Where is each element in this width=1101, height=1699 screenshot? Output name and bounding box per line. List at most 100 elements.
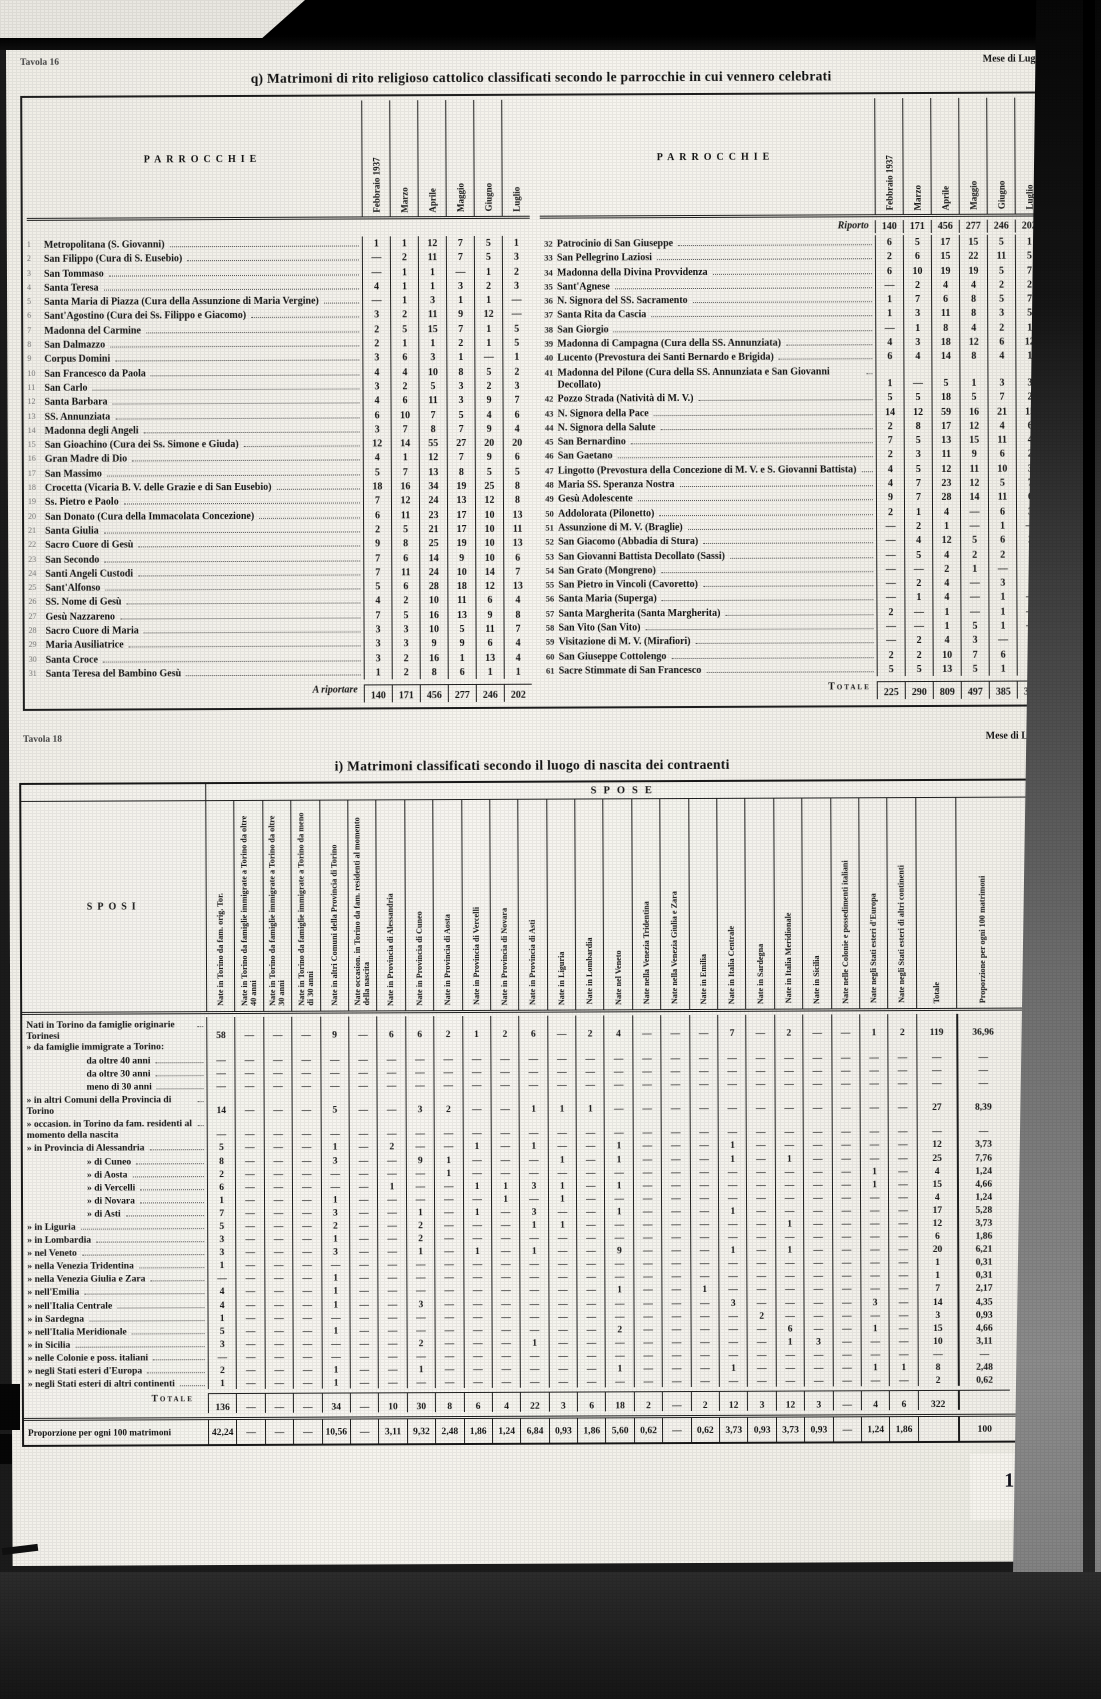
cell-value: — bbox=[377, 1165, 406, 1180]
cell-value: 1 bbox=[446, 293, 475, 308]
dot-leader bbox=[197, 1017, 204, 1028]
dot-leader bbox=[115, 350, 360, 362]
parish-name-cell: Lucento (Prevostura dei Santi Bernardo e… bbox=[557, 349, 875, 366]
cell-value: — bbox=[349, 1270, 378, 1284]
cell-value: — bbox=[831, 1255, 861, 1269]
cell-value: — bbox=[718, 1347, 748, 1361]
cell-value: — bbox=[690, 1347, 719, 1362]
cell-value: 3 bbox=[803, 1334, 833, 1348]
row-label: Proporzione per ogni 100 matrimoni bbox=[28, 1426, 172, 1438]
cell-value: — bbox=[361, 250, 390, 266]
table-q-title: q) Matrimoni di rito religioso cattolico… bbox=[250, 68, 832, 86]
parish-name-cell: Santa Croce bbox=[46, 651, 364, 667]
cell-value: — bbox=[632, 1151, 662, 1165]
cell-value: 4 bbox=[362, 364, 391, 380]
cell-value: 34 bbox=[418, 479, 447, 494]
row-number: 34 bbox=[544, 267, 553, 278]
dot-leader bbox=[706, 662, 874, 673]
cell-value: 13 bbox=[503, 578, 532, 594]
column-header-label: Nate occasion. in Torino da fam. residen… bbox=[352, 817, 372, 1006]
cell-value: 7 bbox=[363, 550, 392, 566]
cell-value: — bbox=[831, 1113, 860, 1138]
cell-value: — bbox=[860, 1216, 889, 1230]
parish-name-cell: N. Signora della Pace bbox=[558, 404, 876, 421]
cell-value: 20 bbox=[474, 435, 503, 451]
cell-value bbox=[405, 1040, 434, 1053]
cell-value: — bbox=[803, 1229, 832, 1243]
column-header: Nate nelle Colonie e possedimenti italia… bbox=[829, 798, 860, 1009]
cell-value: — bbox=[207, 1271, 236, 1285]
cell-value: — bbox=[661, 1164, 690, 1178]
cell-value: — bbox=[746, 1269, 776, 1283]
cell-value: 3 bbox=[548, 1391, 578, 1412]
cell-value: — bbox=[406, 1375, 435, 1389]
cell-value: 2 bbox=[876, 604, 905, 620]
row-label: » nell'Italia Meridionale bbox=[27, 1326, 127, 1338]
cell-value: 0,93 bbox=[957, 1307, 1010, 1321]
row-number: 57 bbox=[545, 608, 555, 619]
row-label: » di Vercelli bbox=[86, 1182, 136, 1194]
parish-name: Santa Margherita (Santa Margherita) bbox=[558, 607, 721, 620]
cell-value: 6 bbox=[391, 579, 420, 594]
cell-value: 5 bbox=[446, 407, 475, 422]
cell-value: — bbox=[292, 1218, 321, 1232]
cell-value: — bbox=[434, 1335, 464, 1350]
parish-name: San Secondo bbox=[45, 554, 100, 566]
cell-value: — bbox=[888, 1113, 917, 1138]
cell-value: — bbox=[349, 1392, 379, 1413]
cell-value: — bbox=[888, 1255, 918, 1269]
cell-value: — bbox=[292, 1179, 321, 1193]
cell-value: 12 bbox=[959, 475, 988, 491]
cell-value: — bbox=[547, 1051, 576, 1065]
cell-value: 3,73 bbox=[775, 1417, 805, 1442]
month-column-header: Giugno bbox=[986, 97, 1015, 214]
cell-value: — bbox=[378, 1349, 407, 1363]
cell-value: — bbox=[860, 1268, 889, 1282]
cell-value: 18 bbox=[605, 1391, 634, 1412]
cell-value: 9 bbox=[419, 636, 448, 651]
cell-value: — bbox=[361, 264, 391, 280]
cell-value: — bbox=[632, 1217, 662, 1231]
cell-value: 4 bbox=[904, 533, 933, 548]
cell-value: 6 bbox=[874, 235, 903, 250]
month-column-label: Giugno bbox=[483, 183, 494, 212]
row-label: » di Asti bbox=[87, 1208, 121, 1220]
cell-value: 1 bbox=[860, 1360, 890, 1374]
cell-value: — bbox=[548, 1282, 577, 1297]
row-label: Nati in Torino da famiglie originarie To… bbox=[26, 1019, 175, 1043]
cell-value: 1 bbox=[875, 292, 904, 307]
row-number: 44 bbox=[544, 422, 554, 433]
cell-value: — bbox=[632, 1050, 661, 1065]
parish-name: Metropolitana (S. Giovanni) bbox=[43, 239, 165, 251]
cell-value: — bbox=[575, 1051, 604, 1065]
row-number: 21 bbox=[28, 525, 37, 535]
cell-value: — bbox=[547, 1077, 576, 1091]
cell-value: 10 bbox=[917, 1333, 958, 1347]
cell-value: — bbox=[831, 1281, 861, 1295]
cell-value: 6 bbox=[875, 349, 904, 364]
cell-value: — bbox=[264, 1271, 293, 1285]
parish-name-cell: Santa Barbara bbox=[45, 393, 363, 410]
cell-value: — bbox=[445, 264, 475, 279]
cell-value: — bbox=[576, 1309, 606, 1323]
row-number: 29 bbox=[28, 640, 37, 650]
cell-value: — bbox=[689, 1269, 719, 1283]
cell-value: 2 bbox=[406, 1335, 435, 1350]
row-label: » nel Veneto bbox=[27, 1247, 77, 1260]
row-number: 23 bbox=[28, 554, 37, 564]
cell-value: — bbox=[888, 1320, 918, 1335]
cell-value: 36,96 bbox=[955, 1013, 1009, 1039]
cell-value: 2,17 bbox=[957, 1281, 1010, 1295]
dot-leader bbox=[80, 1219, 205, 1230]
cell-value: — bbox=[348, 1179, 378, 1193]
cell-value: 2 bbox=[876, 647, 905, 663]
cell-value bbox=[490, 1040, 519, 1052]
parish-name-cell: San Francesco da Paola bbox=[44, 365, 362, 381]
cell-value: — bbox=[292, 1349, 322, 1363]
cell-value: 1 bbox=[690, 1282, 719, 1296]
cell-value: — bbox=[292, 1166, 321, 1180]
cell-value: 4 bbox=[903, 349, 932, 364]
cell-value: — bbox=[377, 1270, 407, 1284]
cell-value: 12 bbox=[931, 461, 960, 477]
cell-value: 16 bbox=[419, 650, 448, 666]
